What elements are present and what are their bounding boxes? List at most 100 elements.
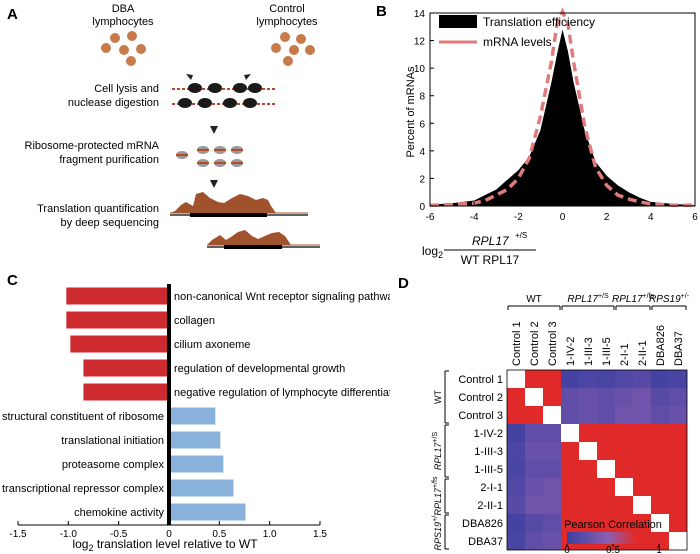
heatmap-cell — [597, 370, 615, 388]
c-x-tick-label: 1.0 — [263, 529, 277, 540]
c-xlabel-sub: 2 — [88, 543, 93, 553]
d-top-group-label: RPL17+/fs — [612, 293, 655, 305]
c-bar-label: structural constituent of ribosome — [2, 411, 164, 423]
heatmap-cell — [579, 370, 597, 388]
panel-c-bar-chart: C non-canonical Wnt receptor signaling p… — [0, 266, 390, 554]
heatmap-row-label: DBA37 — [468, 536, 503, 548]
heatmap-cell — [615, 478, 633, 496]
panel-a-schematic: A DBA lymphocytes Control lymphocytes Ce… — [0, 0, 340, 266]
b-y-tick-label: 2 — [419, 174, 425, 185]
heatmap-cell — [633, 460, 651, 478]
heatmap-cell — [525, 442, 543, 460]
heatmap-cell — [543, 496, 561, 514]
b-y-tick-label: 12 — [414, 37, 426, 48]
heatmap-cell — [633, 496, 651, 514]
c-x-tick-label: -1.5 — [9, 529, 27, 540]
heatmap-col-label: 1-III-3 — [583, 337, 595, 366]
heatmap-cell — [633, 406, 651, 424]
d-left-group-label: RPS19+/- — [432, 513, 443, 551]
heatmap-cell — [561, 370, 579, 388]
heatmap-cell — [669, 442, 687, 460]
panel-b-letter: B — [376, 3, 387, 20]
b-x-tick-label: 2 — [604, 212, 610, 223]
heatmap-cell — [651, 496, 669, 514]
heatmap-cell — [669, 370, 687, 388]
heatmap-col-label: 2-II-1 — [637, 340, 649, 366]
heatmap-cell — [651, 460, 669, 478]
svg-text:log2: log2 — [422, 244, 443, 260]
heatmap-cell — [543, 532, 561, 550]
heatmap-col-label: 2-I-1 — [619, 343, 631, 366]
heatmap-cell — [543, 514, 561, 532]
heatmap-cell — [561, 442, 579, 460]
c-x-tick-label: 1.5 — [313, 529, 327, 540]
heatmap-cell — [561, 406, 579, 424]
c-bar — [70, 335, 169, 353]
c-bar — [66, 287, 169, 305]
heatmap-cell — [669, 460, 687, 478]
d-top-group-label: RPL17+/S — [567, 293, 609, 305]
translation-efficiency-area — [430, 29, 695, 206]
c-bar — [83, 359, 169, 377]
heatmap-cell — [633, 514, 651, 532]
heatmap-cell — [561, 496, 579, 514]
heatmap-row-label: DBA826 — [462, 518, 503, 530]
c-x-tick-label: 0 — [166, 529, 172, 540]
heatmap-col-label: Control 2 — [529, 321, 541, 366]
b-x-tick-label: -6 — [426, 212, 435, 223]
heatmap-cell — [507, 460, 525, 478]
heatmap-cell — [633, 388, 651, 406]
b-y-tick-label: 10 — [414, 64, 426, 75]
control-cells-icon — [271, 32, 315, 66]
heatmap-cell — [669, 478, 687, 496]
heatmap-cell — [615, 496, 633, 514]
heatmap-cell — [525, 424, 543, 442]
c-bar-label: transcriptional repressor complex — [2, 483, 165, 495]
heatmap-cell — [597, 388, 615, 406]
heatmap-col-label: Control 3 — [547, 321, 559, 366]
d-legend-tick-0: 0 — [564, 545, 570, 554]
c-bar-label: chemokine activity — [74, 507, 164, 519]
heatmap-row-label: Control 3 — [458, 410, 503, 422]
heatmap-cell — [633, 478, 651, 496]
b-xlabel-sup: +/S — [515, 231, 527, 240]
heatmap-cell — [597, 406, 615, 424]
b-y-tick-label: 6 — [419, 119, 425, 130]
heatmap-cell — [525, 406, 543, 424]
c-bar-label: non-canonical Wnt receptor signaling pat… — [174, 291, 390, 303]
c-bar-label: regulation of developmental growth — [174, 363, 345, 375]
heatmap-col-label: DBA37 — [673, 331, 685, 366]
heatmap-cell — [525, 514, 543, 532]
heatmap-cell — [507, 442, 525, 460]
heatmap-row-label: 1-IV-2 — [474, 428, 503, 440]
heatmap-row-label: 1-III-5 — [474, 464, 503, 476]
heatmap-cell — [651, 406, 669, 424]
c-bar-label: negative regulation of lymphocyte differ… — [174, 387, 390, 399]
b-y-tick-label: 0 — [419, 202, 425, 213]
d-plot-area: Control 1 Control 1 Control 2 Control 2 Cont… — [432, 293, 690, 550]
heatmap-cell — [597, 460, 615, 478]
heatmap-cell — [525, 478, 543, 496]
heatmap-cell — [543, 370, 561, 388]
d-colorbar — [567, 532, 659, 544]
c-bar — [169, 455, 224, 473]
heatmap-cell — [651, 478, 669, 496]
heatmap-row-label: 2-I-1 — [480, 482, 503, 494]
step1-line2: nuclease digestion — [68, 97, 159, 109]
heatmap-cell — [543, 424, 561, 442]
b-x-tick-label: -2 — [514, 212, 523, 223]
panel-a-letter: A — [7, 6, 18, 23]
step3-line1: Translation quantification — [37, 203, 159, 215]
heatmap-cell — [525, 496, 543, 514]
arrow-left-icon — [186, 74, 193, 80]
heatmap-cell — [525, 388, 543, 406]
heatmap-cell — [615, 514, 633, 532]
heatmap-cell — [579, 514, 597, 532]
heatmap-cell — [525, 460, 543, 478]
arrow-right-icon — [244, 74, 251, 80]
d-legend-tick-05: 0.5 — [606, 545, 620, 554]
heatmap-cell — [597, 478, 615, 496]
heatmap-cell — [525, 532, 543, 550]
heatmap-cell — [507, 496, 525, 514]
heatmap-cell — [615, 388, 633, 406]
